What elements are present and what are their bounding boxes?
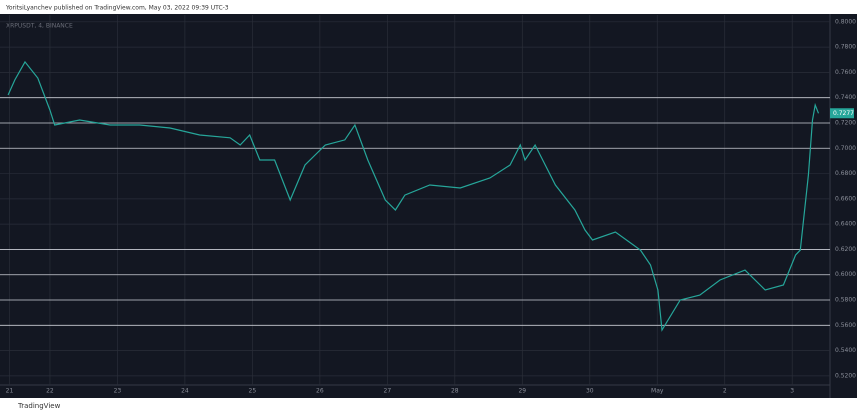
x-tick-label: 23	[114, 388, 122, 395]
x-tick-label: 29	[518, 388, 526, 395]
x-tick-label: 24	[181, 388, 189, 395]
y-tick-label: 0.5200	[835, 372, 856, 379]
y-tick-label: 0.7200	[835, 119, 856, 126]
y-tick-label: 0.7800	[835, 44, 856, 51]
y-tick-label: 0.8000	[835, 18, 856, 25]
last-price-label: 0.7277	[833, 110, 854, 117]
x-tick-label: 27	[384, 388, 392, 395]
symbol: XRPUSDT, 4, BINANCE	[6, 23, 73, 30]
x-tick-label: 26	[316, 388, 324, 395]
x-tick-label: 25	[249, 388, 257, 395]
last-price-tag	[830, 108, 854, 119]
y-tick-label: 0.5600	[835, 322, 856, 329]
y-tick-label: 0.6800	[835, 170, 856, 177]
plot-background	[0, 14, 857, 398]
x-tick-label: 28	[451, 388, 459, 395]
footer: TradingView	[17, 402, 61, 410]
x-tick-label: 2	[723, 388, 727, 395]
y-tick-label: 0.5400	[835, 347, 856, 354]
x-tick-label: May	[651, 388, 664, 395]
header: YoritsiLyanchev published on TradingView…	[5, 5, 229, 12]
y-tick-label: 0.7000	[835, 145, 856, 152]
y-tick-label: 0.6400	[835, 221, 856, 228]
price-line	[7, 60, 820, 332]
x-tick-label: 3	[790, 388, 794, 395]
y-tick-label: 0.6200	[835, 246, 856, 253]
y-tick-label: 0.6000	[835, 271, 856, 278]
y-tick-label: 0.6600	[835, 195, 856, 202]
y-tick-label: 0.7600	[835, 69, 856, 76]
x-tick-label: 21	[6, 388, 14, 395]
y-tick-label: 0.7400	[835, 94, 856, 101]
x-tick-label: 30	[586, 388, 594, 395]
y-tick-label: 0.5800	[835, 297, 856, 304]
x-tick-label: 22	[46, 388, 54, 395]
